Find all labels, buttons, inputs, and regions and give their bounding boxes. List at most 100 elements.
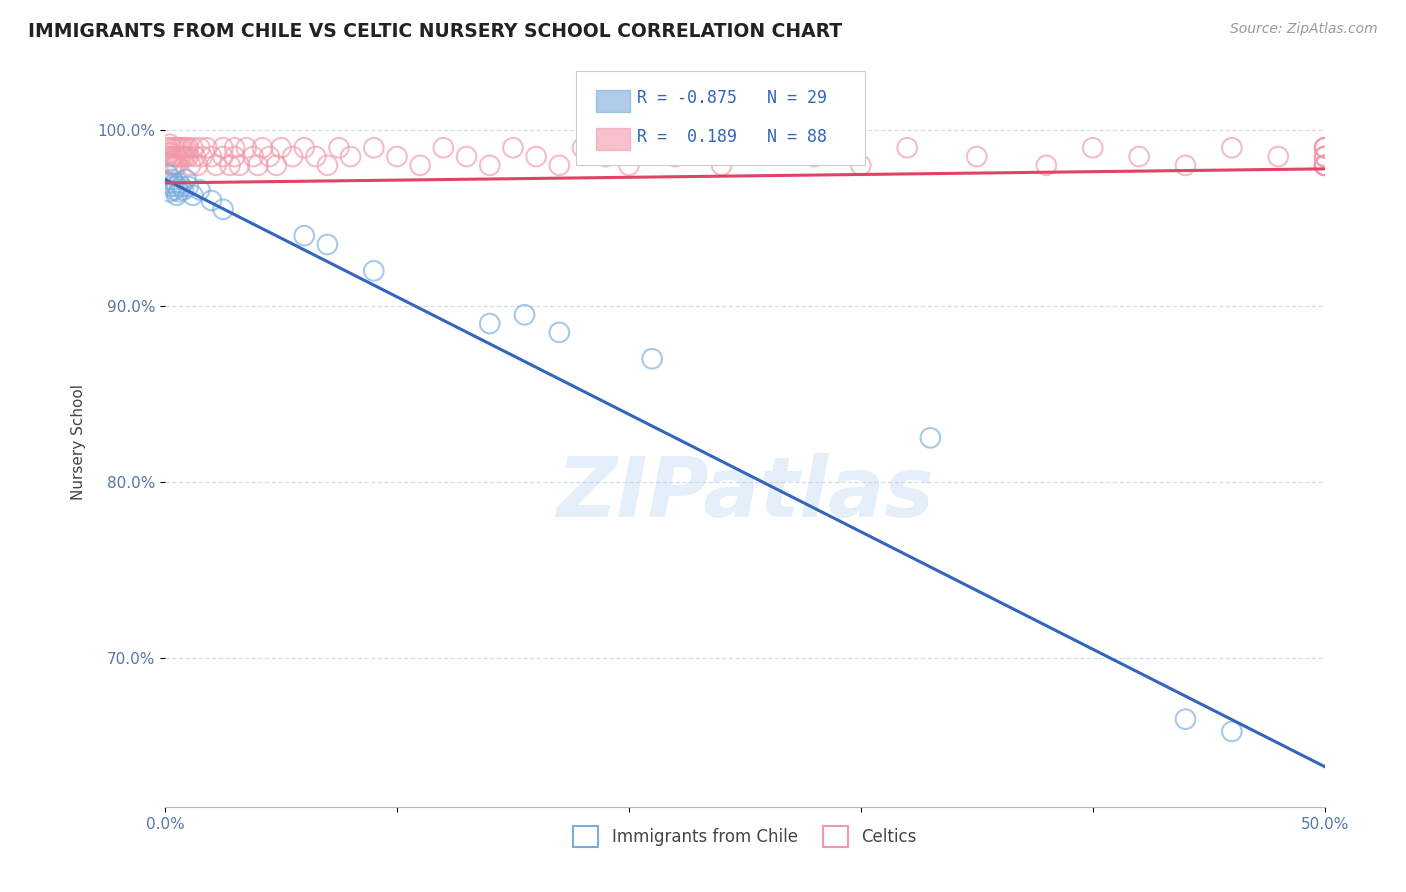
Point	[228, 158, 250, 172]
Point	[219, 158, 242, 172]
Point	[224, 141, 246, 155]
Point	[328, 141, 350, 155]
Point	[756, 141, 779, 155]
Point	[1313, 158, 1336, 172]
Point	[1313, 150, 1336, 164]
Point	[167, 141, 190, 155]
Point	[181, 188, 204, 202]
Point	[803, 150, 825, 164]
Point	[166, 179, 188, 194]
Point	[363, 264, 385, 278]
Point	[184, 150, 207, 164]
Point	[1313, 158, 1336, 172]
Point	[166, 188, 188, 202]
Point	[174, 172, 197, 186]
Point	[292, 228, 315, 243]
Point	[966, 150, 988, 164]
Point	[212, 141, 235, 155]
Point	[159, 176, 181, 190]
Point	[305, 150, 328, 164]
Text: R = -0.875   N = 29: R = -0.875 N = 29	[637, 89, 827, 107]
Point	[259, 150, 281, 164]
Point	[246, 158, 269, 172]
Point	[177, 179, 200, 194]
Point	[160, 158, 183, 172]
Point	[160, 150, 183, 164]
Point	[188, 183, 211, 197]
Point	[174, 150, 197, 164]
Point	[1313, 141, 1336, 155]
Point	[339, 150, 361, 164]
Point	[1128, 150, 1150, 164]
Point	[849, 158, 872, 172]
Point	[160, 141, 183, 155]
Y-axis label: Nursery School: Nursery School	[72, 384, 86, 500]
Point	[1313, 141, 1336, 155]
Point	[181, 141, 204, 155]
Point	[266, 158, 288, 172]
Point	[173, 141, 195, 155]
Point	[641, 141, 664, 155]
Point	[156, 167, 179, 181]
Point	[1313, 158, 1336, 172]
Point	[478, 158, 501, 172]
Point	[166, 150, 188, 164]
Text: ZIPatlas: ZIPatlas	[555, 453, 934, 533]
Text: IMMIGRANTS FROM CHILE VS CELTIC NURSERY SCHOOL CORRELATION CHART: IMMIGRANTS FROM CHILE VS CELTIC NURSERY …	[28, 22, 842, 41]
Point	[163, 150, 186, 164]
Point	[170, 150, 193, 164]
Point	[160, 172, 183, 186]
Point	[170, 141, 193, 155]
Point	[200, 150, 222, 164]
Point	[1313, 150, 1336, 164]
Text: R =  0.189   N = 88: R = 0.189 N = 88	[637, 128, 827, 145]
Point	[316, 237, 339, 252]
Point	[363, 141, 385, 155]
Point	[478, 317, 501, 331]
Point	[617, 158, 640, 172]
Point	[316, 158, 339, 172]
Point	[1220, 724, 1243, 739]
Point	[524, 150, 547, 164]
Point	[191, 150, 214, 164]
Point	[212, 150, 235, 164]
Point	[163, 176, 186, 190]
Point	[1081, 141, 1104, 155]
Point	[1035, 158, 1057, 172]
Point	[1174, 158, 1197, 172]
Point	[1267, 150, 1289, 164]
Point	[159, 185, 181, 199]
Point	[195, 141, 218, 155]
Point	[212, 202, 235, 217]
Point	[548, 326, 571, 340]
Point	[200, 194, 222, 208]
Point	[252, 141, 274, 155]
Text: Source: ZipAtlas.com: Source: ZipAtlas.com	[1230, 22, 1378, 37]
Point	[163, 183, 186, 197]
Point	[641, 351, 664, 366]
Point	[167, 185, 190, 199]
Point	[242, 150, 264, 164]
Point	[456, 150, 478, 164]
Point	[292, 141, 315, 155]
Point	[571, 141, 593, 155]
Point	[156, 150, 179, 164]
Point	[170, 179, 193, 194]
Point	[160, 179, 183, 194]
Point	[186, 158, 208, 172]
Point	[1313, 158, 1336, 172]
Point	[166, 141, 188, 155]
Point	[180, 158, 202, 172]
Point	[432, 141, 454, 155]
Point	[896, 141, 918, 155]
Point	[1174, 712, 1197, 726]
Point	[548, 158, 571, 172]
Point	[167, 150, 190, 164]
Point	[710, 158, 733, 172]
Point	[502, 141, 524, 155]
Point	[167, 176, 190, 190]
Point	[177, 141, 200, 155]
Point	[1313, 141, 1336, 155]
Point	[173, 183, 195, 197]
Point	[159, 146, 181, 161]
